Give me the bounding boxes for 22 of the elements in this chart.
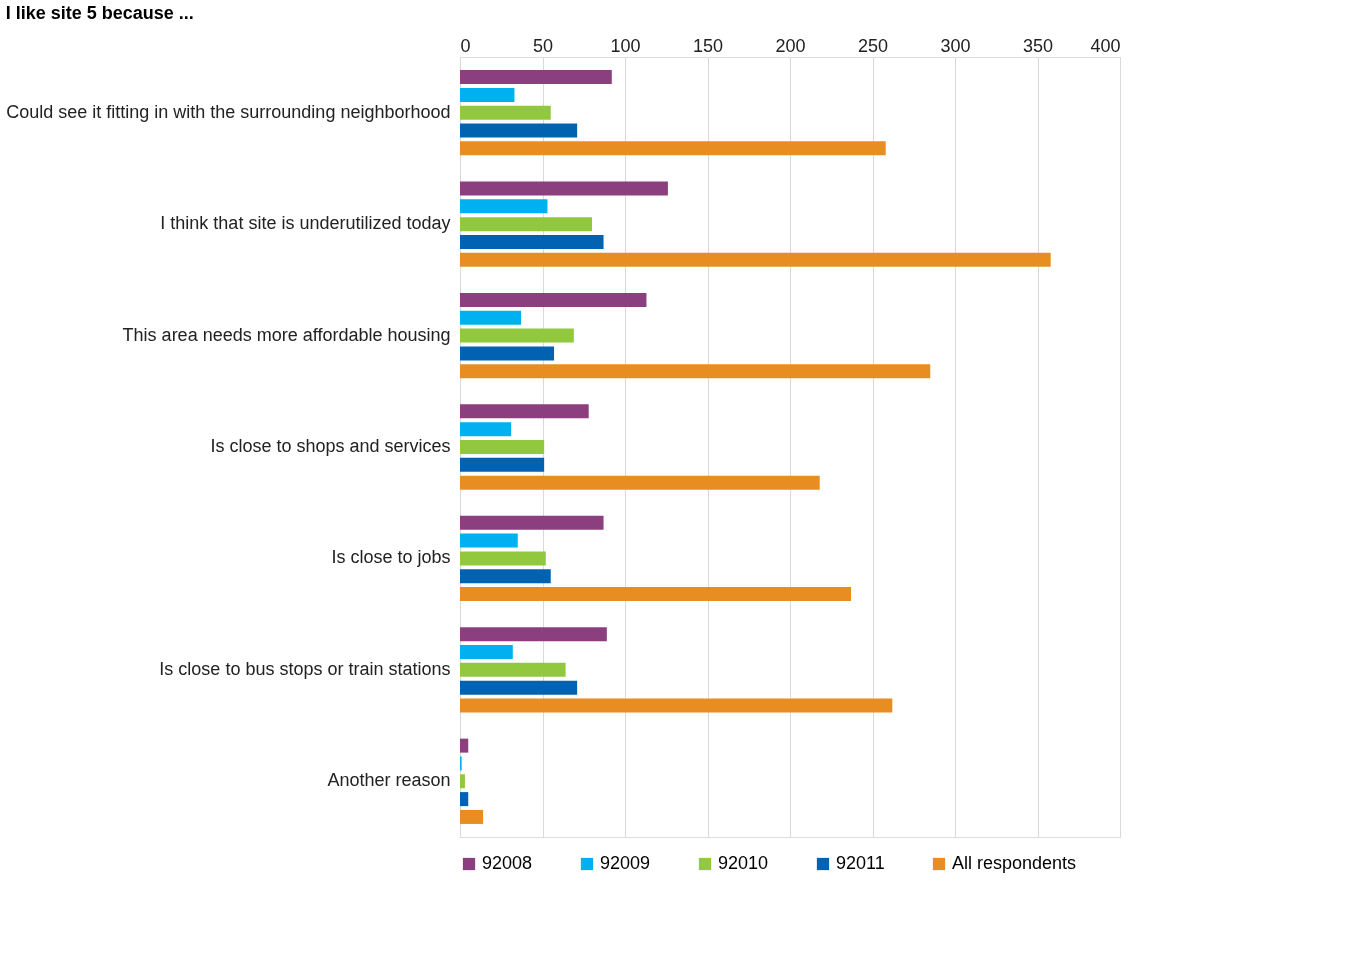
legend-label: 92011	[836, 853, 885, 873]
x-tick-label: 300	[940, 35, 971, 56]
x-tick-label: 150	[692, 35, 724, 56]
y-tick-label: This area needs more affordable housing	[122, 324, 451, 345]
y-tick-label: Another reason	[327, 770, 451, 791]
legend-label: 92010	[718, 853, 769, 873]
y-tick-label: Could see it fitting in with the surrounding neighborhood	[6, 101, 451, 122]
y-tick-label: Is close to shops and services	[210, 436, 451, 456]
y-tick-label: Is close to jobs	[331, 547, 451, 568]
legend-label: All respondents	[952, 853, 1077, 873]
legend-label: 92009	[600, 853, 651, 873]
y-tick-label: Is close to bus stops or train stations	[159, 658, 451, 679]
x-tick-label: 50	[532, 35, 554, 56]
x-tick-label: 100	[610, 35, 641, 56]
legend-label: 92008	[482, 853, 533, 873]
x-tick-label: 250	[857, 35, 889, 56]
x-tick-label: 350	[1022, 35, 1054, 56]
text: I like site 5 because ...	[5, 3, 194, 23]
x-tick-label: 0	[460, 35, 471, 56]
x-tick-label: 400	[1090, 35, 1121, 56]
y-tick-label: I think that site is underutilized today	[160, 213, 451, 234]
x-tick-label: 200	[775, 35, 806, 56]
